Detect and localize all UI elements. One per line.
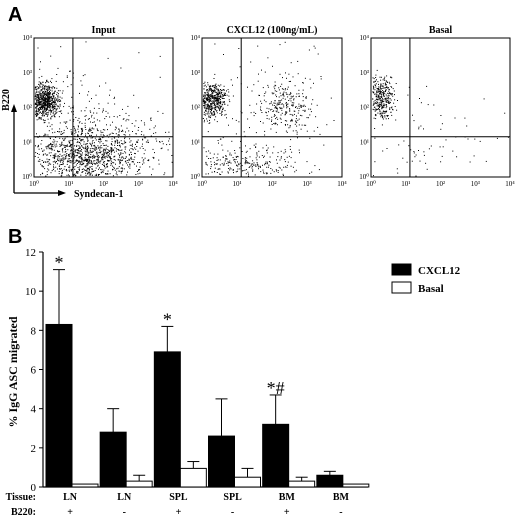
flow-x-tick: 10² — [267, 180, 276, 188]
bar-cxcl12-3 — [208, 435, 235, 488]
flow-x-tick: 10¹ — [64, 180, 73, 188]
flow-y-tick: 10⁰ — [190, 173, 200, 181]
flow-x-tick: 10³ — [302, 180, 311, 188]
flow-y-tick: 10⁴ — [23, 34, 33, 42]
tissue-label: SPL — [223, 492, 242, 503]
legend-swatch-basal — [391, 281, 412, 294]
b220-label: - — [231, 507, 234, 518]
y-tick-label: 6 — [31, 365, 37, 377]
bar-basal-4 — [288, 480, 316, 488]
flow-y-tick: 10³ — [191, 69, 200, 77]
flow-y-tick: 10⁴ — [360, 34, 370, 42]
panel-a-axis-arrows — [11, 104, 66, 196]
y-tick-label: 10 — [25, 286, 37, 298]
bar-cxcl12-4 — [262, 423, 290, 488]
legend-swatch-cxcl12 — [391, 263, 412, 276]
y-tick-label: 4 — [31, 404, 37, 416]
flow-y-tick: 10¹ — [191, 138, 200, 146]
flow-x-tick: 10⁴ — [505, 180, 515, 188]
panel-a-x-axis-label: Syndecan-1 — [74, 189, 123, 200]
tissue-row-label: Tissue: — [6, 492, 36, 503]
flow-x-tick: 10⁴ — [337, 180, 347, 188]
flow-y-tick: 10² — [360, 104, 369, 112]
flow-panel-title: Input — [92, 25, 117, 36]
b220-label: + — [284, 507, 290, 518]
flow-dots — [202, 41, 335, 177]
flow-plot-frame — [370, 37, 511, 178]
flow-y-tick: 10³ — [360, 69, 369, 77]
flow-y-tick: 10⁰ — [359, 173, 369, 181]
bar-basal-3 — [234, 476, 261, 488]
significance-marker: * — [55, 253, 64, 273]
flow-x-tick: 10⁴ — [168, 180, 178, 188]
legend-label-cxcl12: CXCL12 — [418, 265, 461, 277]
significance-marker: *# — [267, 378, 285, 398]
y-tick-label: 2 — [31, 443, 37, 455]
flow-x-tick: 10¹ — [232, 180, 241, 188]
flow-y-tick: 10¹ — [23, 138, 32, 146]
flow-y-tick: 10² — [23, 104, 32, 112]
bar-y-axis-label: % IgG ASC migrated — [6, 316, 20, 427]
flow-plot-frame — [201, 37, 343, 178]
tissue-label: BM — [279, 492, 296, 503]
bar-basal-2 — [179, 467, 207, 488]
flow-plot-frame — [33, 37, 174, 178]
y-tick-label: 12 — [25, 247, 36, 259]
flow-x-tick: 10⁰ — [366, 180, 376, 188]
b220-row-label: B220: — [11, 507, 36, 518]
flow-x-tick: 10³ — [134, 180, 143, 188]
legend: CXCL12 Basal — [391, 263, 461, 295]
flow-panels: Input10⁰10⁰10¹10¹10²10²10³10³10⁴10⁴CXCL1… — [22, 25, 515, 188]
bar-chart: 0 2 4 6 8 10 12 * LN + LN - * SPL + SPL - *# BM + BM - — [25, 247, 370, 518]
panel-a-letter: A — [8, 4, 22, 26]
tissue-label: LN — [63, 492, 78, 503]
bar-cxcl12-0 — [45, 323, 73, 488]
b220-label: + — [176, 507, 182, 518]
flow-panel-title: Basal — [429, 25, 453, 36]
significance-marker: * — [163, 309, 172, 329]
flow-x-tick: 10³ — [471, 180, 480, 188]
flow-y-tick: 10² — [191, 104, 200, 112]
tissue-label: BM — [333, 492, 350, 503]
flow-x-tick: 10² — [436, 180, 445, 188]
tissue-label: SPL — [169, 492, 188, 503]
tissue-label: LN — [117, 492, 132, 503]
panel-b-letter: B — [8, 226, 22, 248]
flow-dots — [34, 41, 173, 177]
bar-cxcl12-2 — [153, 351, 181, 488]
flow-y-tick: 10⁴ — [191, 34, 201, 42]
bar-cxcl12-5 — [316, 474, 344, 488]
flow-x-tick: 10⁰ — [197, 180, 207, 188]
legend-label-basal: Basal — [418, 283, 444, 295]
bar-basal-1 — [125, 480, 153, 488]
flow-x-tick: 10¹ — [401, 180, 410, 188]
y-tick-label: 0 — [31, 482, 37, 494]
flow-x-tick: 10⁰ — [29, 180, 39, 188]
bar-basal-0 — [71, 483, 99, 488]
panel-a-y-axis-label: B220 — [1, 89, 12, 111]
flow-x-tick: 10² — [99, 180, 108, 188]
b220-label: - — [339, 507, 342, 518]
b220-label: + — [67, 507, 73, 518]
bar-basal-5 — [342, 483, 370, 488]
flow-y-tick: 10¹ — [360, 138, 369, 146]
bar-cxcl12-1 — [99, 431, 127, 488]
flow-y-tick: 10⁰ — [22, 173, 32, 181]
b220-label: - — [123, 507, 126, 518]
flow-dots — [372, 69, 509, 177]
flow-panel-title: CXCL12 (100ng/mL) — [227, 25, 318, 36]
y-tick-label: 8 — [31, 325, 37, 337]
flow-y-tick: 10³ — [23, 69, 32, 77]
